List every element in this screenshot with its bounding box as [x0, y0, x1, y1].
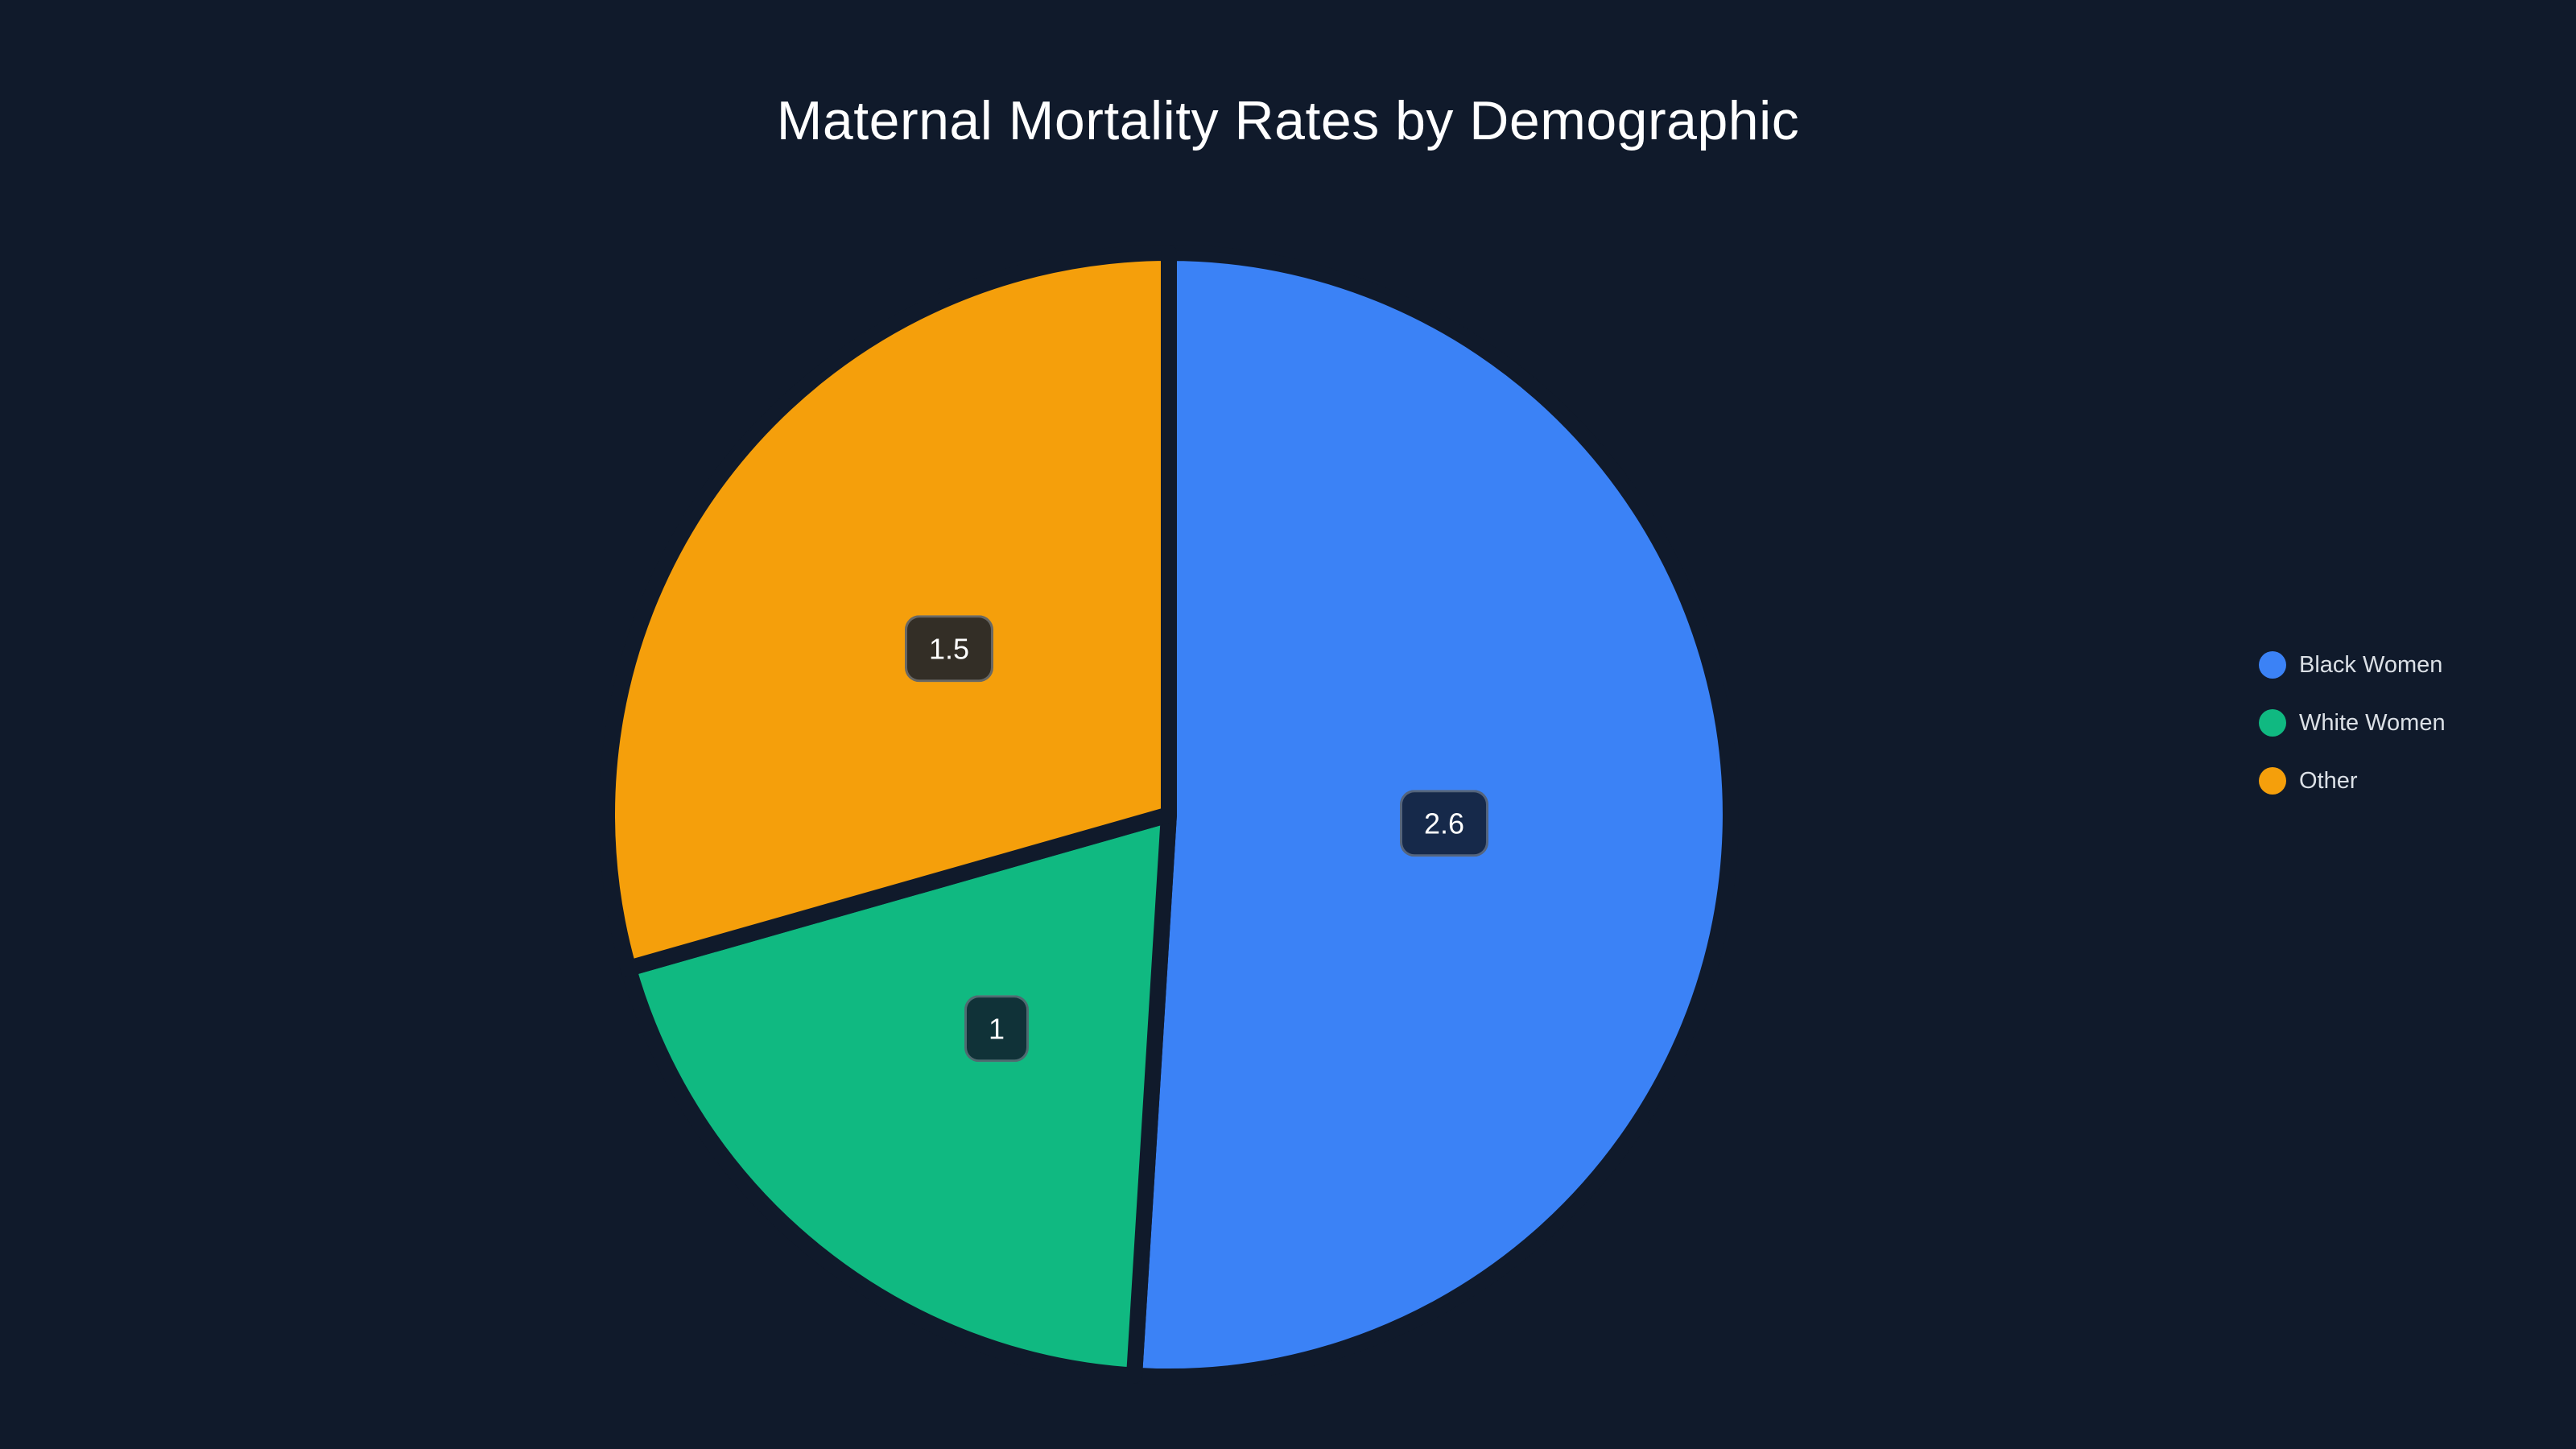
pie-slice-other[interactable]	[599, 245, 1177, 977]
legend-label: White Women	[2299, 709, 2446, 736]
legend-item-white-women[interactable]: White Women	[2259, 704, 2446, 742]
legend-item-black-women[interactable]: Black Women	[2259, 646, 2446, 684]
pie-slice-white-women[interactable]	[620, 807, 1177, 1384]
slice-value-badge-black-women: 2.6	[1399, 790, 1489, 857]
legend-item-other[interactable]: Other	[2259, 762, 2446, 800]
legend-label: Black Women	[2299, 651, 2443, 678]
legend-swatch	[2259, 651, 2286, 679]
legend: Black Women White Women Other	[2259, 646, 2446, 800]
slice-value-badge-white-women: 1	[964, 995, 1030, 1063]
slice-value-badge-other: 1.5	[904, 615, 994, 683]
legend-swatch	[2259, 709, 2286, 737]
chart-title: Maternal Mortality Rates by Demographic	[776, 90, 1800, 151]
legend-swatch	[2259, 767, 2286, 795]
legend-label: Other	[2299, 767, 2358, 794]
